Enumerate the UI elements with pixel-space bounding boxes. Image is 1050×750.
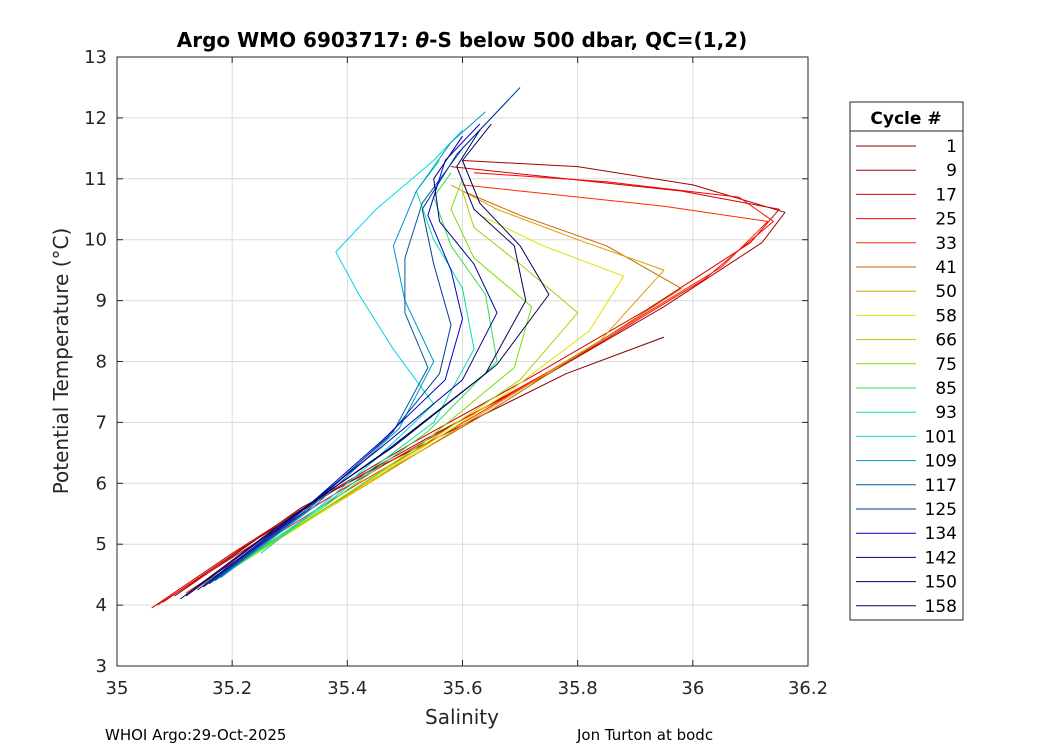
legend-label: 33 (935, 234, 957, 254)
x-tick-label: 36.2 (788, 678, 828, 699)
legend-label: 50 (935, 282, 957, 302)
footer-left-credit: WHOI Argo:29-Oct-2025 (105, 726, 287, 744)
legend-label: 109 (925, 452, 957, 472)
series-line-cycle-85 (208, 172, 498, 582)
x-axis-ticks: 35 35.2 35.4 35.6 35.8 36 36.2 (106, 57, 828, 699)
series-line-cycle-1 (174, 336, 665, 597)
y-axis-label: Potential Temperature (°C) (49, 228, 73, 495)
y-tick-label: 3 (96, 656, 107, 677)
y-tick-label: 4 (96, 595, 107, 616)
chart-title: Argo WMO 6903717: θ-S below 500 dbar, QC… (177, 28, 747, 52)
legend-label: 142 (925, 548, 957, 568)
series-line-cycle-134 (203, 123, 481, 588)
x-tick-label: 36 (681, 678, 704, 699)
legend-label: 9 (946, 161, 957, 181)
legend-label: 134 (925, 524, 957, 544)
y-tick-label: 6 (96, 473, 107, 494)
legend-label: 150 (925, 573, 957, 593)
x-tick-label: 35.4 (327, 678, 367, 699)
legend-label: 66 (935, 331, 957, 351)
y-tick-label: 9 (96, 291, 107, 312)
x-tick-label: 35.2 (212, 678, 252, 699)
x-tick-label: 35.8 (558, 678, 598, 699)
legend-label: 117 (925, 476, 957, 496)
series-line-cycle-75 (208, 178, 533, 585)
legend-title: Cycle # (870, 109, 941, 129)
series-line-cycle-17 (151, 166, 780, 609)
x-tick-label: 35 (106, 678, 129, 699)
series-line-cycle-93 (214, 160, 475, 582)
legend-label: 85 (935, 379, 957, 399)
footer-right-credit: Jon Turton at bodc (577, 726, 714, 744)
legend: Cycle # 19172533415058667585931011091171… (849, 101, 964, 621)
series-line-cycle-142 (197, 135, 498, 591)
y-tick-label: 10 (84, 230, 107, 251)
y-axis-ticks: 3 4 5 6 7 8 9 10 11 12 13 (84, 47, 808, 677)
y-tick-label: 7 (96, 412, 107, 433)
legend-label: 125 (925, 500, 957, 520)
legend-label: 58 (935, 306, 957, 326)
legend-label: 25 (935, 210, 957, 230)
legend-entries: 1 9 17 25 33 41 50 58 66 75 85 93 101 109 117 125 134 142… (856, 137, 957, 617)
legend-label: 41 (935, 258, 957, 278)
y-tick-label: 8 (96, 352, 107, 373)
y-tick-label: 11 (84, 169, 107, 190)
series-line-cycle-33 (185, 184, 769, 594)
legend-label: 158 (925, 597, 957, 617)
x-axis-label: Salinity (425, 705, 499, 729)
x-tick-label: 35.6 (442, 678, 482, 699)
legend-label: 101 (925, 427, 957, 447)
series-line-cycle-58 (203, 214, 625, 588)
legend-label: 17 (935, 185, 957, 205)
legend-label: 1 (946, 137, 957, 157)
y-tick-label: 12 (84, 108, 107, 129)
series-line-cycle-158 (180, 123, 550, 600)
legend-label: 75 (935, 355, 957, 375)
y-tick-label: 5 (96, 534, 107, 555)
series-lines (151, 87, 786, 609)
legend-label: 93 (935, 403, 957, 423)
series-line-cycle-101 (260, 129, 463, 554)
y-tick-label: 13 (84, 47, 107, 68)
